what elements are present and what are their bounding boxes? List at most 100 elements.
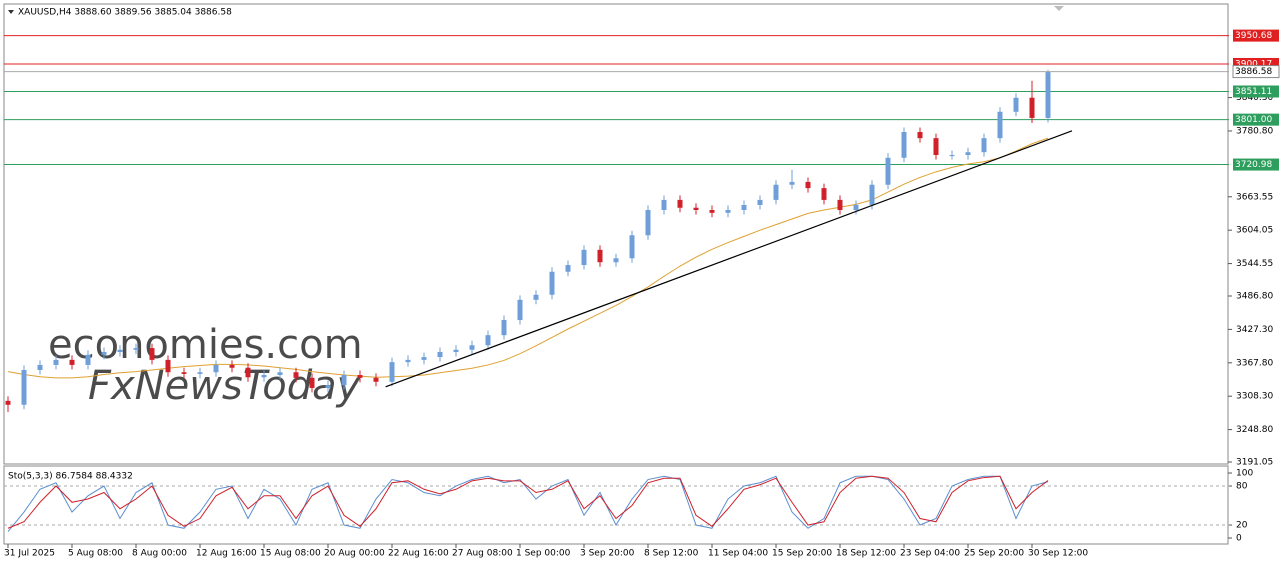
candle-body <box>389 362 395 382</box>
level-label: 3900.17 <box>1235 59 1272 69</box>
y-tick-label: 3427.30 <box>1236 325 1273 335</box>
y-tick-label: 3191.05 <box>1236 458 1273 468</box>
candle-body <box>581 249 587 266</box>
candle-body <box>741 204 747 211</box>
candle-body <box>501 320 507 336</box>
watermark: FxNewsToday <box>88 363 362 409</box>
y-tick-label: 3308.30 <box>1236 392 1273 402</box>
x-tick-label: 20 Aug 00:00 <box>324 549 385 559</box>
y-tick-label: 80 <box>1236 482 1248 492</box>
candle-body <box>117 349 123 353</box>
level-label: 3720.98 <box>1235 160 1272 170</box>
shift-marker <box>1054 6 1064 11</box>
watermark: economies.com <box>48 322 363 368</box>
candle-body <box>821 188 827 200</box>
x-tick-label: 3 Sep 20:00 <box>580 549 635 559</box>
y-tick-label: 20 <box>1236 521 1248 531</box>
candle-body <box>645 210 651 236</box>
candle-body <box>709 210 715 213</box>
candle-body <box>549 271 555 295</box>
x-tick-label: 30 Sep 12:00 <box>1028 549 1088 559</box>
stochastic-panel <box>3 465 1229 545</box>
candle-body <box>261 375 267 378</box>
candle-body <box>869 184 875 205</box>
candle-body <box>693 207 699 211</box>
x-tick-label: 12 Aug 16:00 <box>196 549 257 559</box>
candle-body <box>933 138 939 155</box>
x-tick-label: 8 Aug 00:00 <box>132 549 187 559</box>
candle-body <box>517 299 523 321</box>
x-tick-label: 11 Sep 04:00 <box>708 549 768 559</box>
candle-body <box>213 364 219 373</box>
candle-body <box>949 154 955 156</box>
y-tick-label: 3780.80 <box>1236 126 1273 136</box>
level-label: 3851.11 <box>1235 87 1272 97</box>
candle-body <box>1013 97 1019 112</box>
candle-body <box>725 210 731 213</box>
x-tick-label: 31 Jul 2025 <box>4 549 55 559</box>
candle-body <box>197 372 203 374</box>
candle-body <box>981 138 987 153</box>
candle-body <box>149 348 155 360</box>
y-tick-label: 3367.80 <box>1236 358 1273 368</box>
candle-body <box>341 375 347 386</box>
candle-body <box>837 199 843 211</box>
candle-body <box>901 131 907 158</box>
candle-body <box>85 354 91 365</box>
candle-body <box>293 372 299 378</box>
candle-body <box>5 400 11 405</box>
candle-body <box>565 265 571 272</box>
y-tick-label: 3604.05 <box>1236 226 1273 236</box>
y-tick-label: 3840.30 <box>1236 93 1273 103</box>
candle-body <box>965 152 971 155</box>
candle-body <box>325 385 331 388</box>
x-tick-label: 18 Sep 12:00 <box>836 549 896 559</box>
level-label: 3801.00 <box>1235 115 1272 125</box>
candle-body <box>597 249 603 263</box>
candle-body <box>773 184 779 200</box>
x-tick-label: 1 Sep 00:00 <box>516 549 571 559</box>
candle-body <box>453 349 459 353</box>
y-tick-label: 3544.55 <box>1236 259 1273 269</box>
candle-body <box>229 364 235 368</box>
candle-body <box>677 199 683 208</box>
x-tick-label: 25 Sep 20:00 <box>964 549 1024 559</box>
moving-average <box>7 137 1049 379</box>
candle-body <box>757 199 763 205</box>
trend-line <box>385 130 1073 388</box>
chart-title: XAUUSD,H4 3888.60 3889.56 3885.04 3886.5… <box>18 8 232 18</box>
candle-body <box>101 352 107 355</box>
price-label-box <box>1232 65 1280 79</box>
x-tick-label: 23 Sep 04:00 <box>900 549 960 559</box>
x-tick-label: 15 Sep 20:00 <box>772 549 832 559</box>
main-panel <box>3 3 1229 465</box>
candle-body <box>661 199 667 211</box>
level-label: 3950.68 <box>1235 31 1272 41</box>
candle-body <box>181 372 187 374</box>
candle-body <box>485 335 491 346</box>
candle-body <box>853 204 859 211</box>
indicator-line <box>7 475 1049 529</box>
menu-arrow <box>8 10 14 14</box>
candle-body <box>437 352 443 358</box>
x-tick-label: 8 Sep 12:00 <box>644 549 699 559</box>
x-tick-label: 15 Aug 08:00 <box>260 549 321 559</box>
candle-body <box>1045 71 1051 118</box>
candle-body <box>309 377 315 388</box>
candle-body <box>997 111 1003 139</box>
candle-body <box>133 348 139 350</box>
candle-body <box>37 364 43 370</box>
indicator-title: Sto(5,3,3) 86.7584 88.4332 <box>8 472 133 482</box>
candle-body <box>469 345 475 350</box>
x-tick-label: 22 Aug 16:00 <box>388 549 449 559</box>
level-label-box <box>1233 29 1279 42</box>
candle-body <box>917 131 923 139</box>
candle-body <box>373 377 379 382</box>
candle-body <box>357 375 363 378</box>
candle-body <box>405 359 411 363</box>
y-tick-label: 3663.55 <box>1236 192 1273 202</box>
candle-body <box>789 181 795 185</box>
candle-body <box>1029 97 1035 118</box>
candle-body <box>53 359 59 365</box>
